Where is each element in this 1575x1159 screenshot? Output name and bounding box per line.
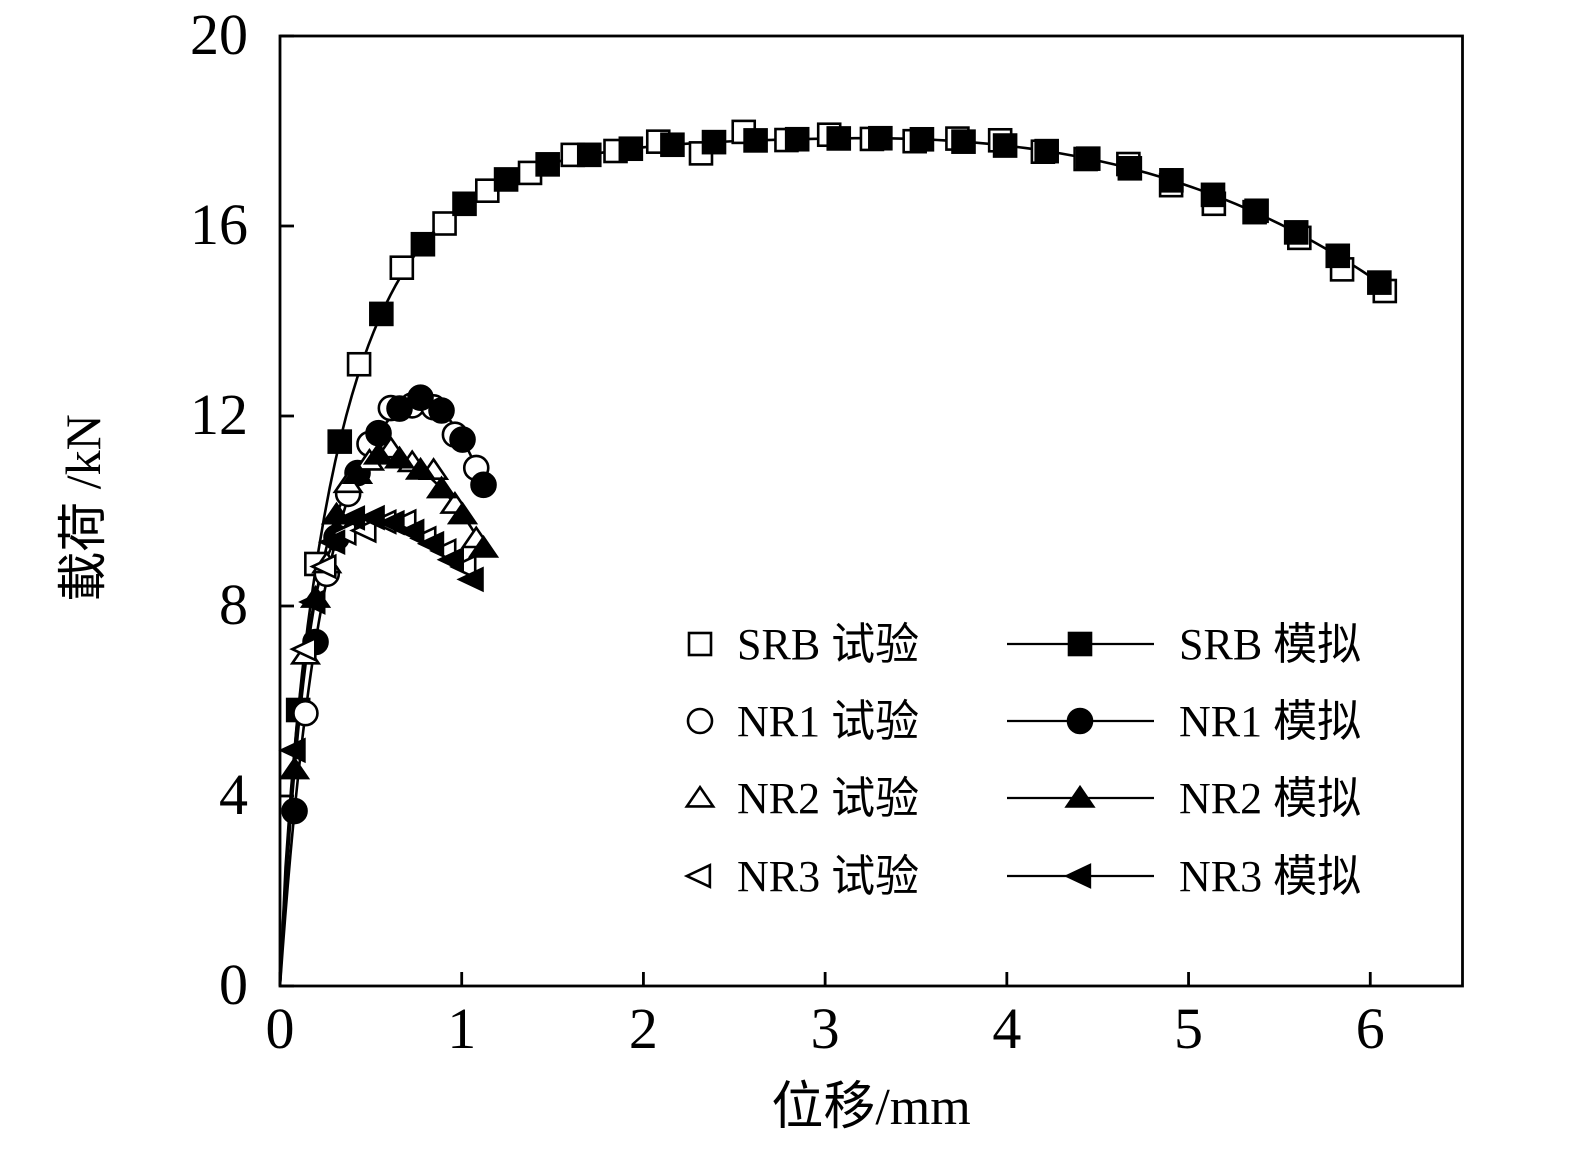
svg-text:NR1 模拟: NR1 模拟 xyxy=(1179,697,1361,746)
svg-text:SRB 试验: SRB 试验 xyxy=(737,620,919,669)
svg-text:16: 16 xyxy=(190,192,248,257)
svg-text:8: 8 xyxy=(219,572,248,637)
svg-text:NR1 试验: NR1 试验 xyxy=(737,697,919,746)
svg-text:5: 5 xyxy=(1174,996,1203,1061)
svg-text:NR3 模拟: NR3 模拟 xyxy=(1179,852,1361,901)
svg-text:載荷 /kN: 載荷 /kN xyxy=(55,414,111,602)
svg-text:NR3 试验: NR3 试验 xyxy=(737,852,919,901)
svg-text:3: 3 xyxy=(811,996,840,1061)
svg-text:NR2 试验: NR2 试验 xyxy=(737,774,919,823)
svg-text:6: 6 xyxy=(1356,996,1385,1061)
svg-text:0: 0 xyxy=(219,952,248,1017)
svg-text:0: 0 xyxy=(266,996,295,1061)
svg-text:4: 4 xyxy=(219,762,248,827)
svg-text:NR2 模拟: NR2 模拟 xyxy=(1179,774,1361,823)
svg-text:2: 2 xyxy=(629,996,658,1061)
svg-text:4: 4 xyxy=(992,996,1021,1061)
svg-text:SRB 模拟: SRB 模拟 xyxy=(1179,620,1361,669)
svg-text:12: 12 xyxy=(190,382,248,447)
svg-text:1: 1 xyxy=(447,996,476,1061)
svg-text:位移/mm: 位移/mm xyxy=(771,1079,970,1136)
svg-text:20: 20 xyxy=(190,2,248,67)
